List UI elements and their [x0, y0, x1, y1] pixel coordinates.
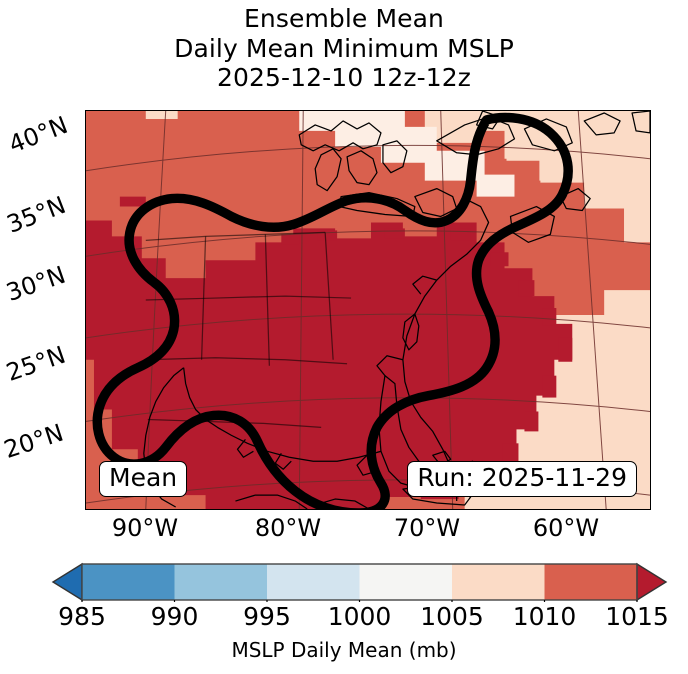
- title-line-2: Daily Mean Minimum MSLP: [174, 33, 514, 63]
- cb-band-1005-1010: [452, 564, 545, 600]
- cb-band-above-1015: [636, 562, 668, 602]
- cb-band-985-990: [82, 564, 175, 600]
- cb-tick-995: 995: [243, 602, 291, 631]
- map-panel[interactable]: Mean Run: 2025-11-29: [85, 110, 651, 510]
- lat-tick-35n: 35°N: [3, 190, 70, 239]
- colorbar-swatches: [51, 562, 668, 602]
- field-band-1005-1010-greatlakes: [299, 111, 515, 197]
- cb-tick-1015: 1015: [605, 602, 669, 631]
- lon-tick-70w: 70°W: [393, 514, 461, 542]
- lat-tick-25n: 25°N: [2, 340, 70, 387]
- lat-tick-40n: 40°N: [5, 110, 72, 159]
- lon-tick-90w: 90°W: [111, 514, 179, 542]
- graticule: [86, 111, 650, 509]
- colorbar[interactable]: 985 990 995 1000 1005 1010 1015 MSLP Dai…: [0, 560, 688, 674]
- cb-band-990-995: [174, 564, 267, 600]
- mean-label-box: Mean: [99, 461, 188, 497]
- cb-tick-990: 990: [150, 602, 199, 631]
- colorbar-axis-label: MSLP Daily Mean (mb): [231, 638, 457, 662]
- figure-title: Ensemble Mean Daily Mean Minimum MSLP 20…: [0, 4, 688, 93]
- cb-ticks: [81, 600, 638, 602]
- cb-band-below-985: [51, 562, 83, 602]
- mslp-contour-map: [86, 111, 650, 509]
- lon-tick-60w: 60°W: [532, 514, 600, 542]
- cb-tick-1005: 1005: [420, 602, 484, 631]
- cb-band-995-1000: [267, 564, 360, 600]
- cb-tick-985: 985: [58, 602, 106, 631]
- run-date-label-box: Run: 2025-11-29: [407, 461, 637, 497]
- lat-tick-30n: 30°N: [2, 260, 70, 307]
- cb-tick-1000: 1000: [327, 602, 392, 631]
- title-line-1: Ensemble Mean: [244, 4, 444, 33]
- cb-band-1000-1005: [359, 564, 452, 600]
- cb-band-1010-1015: [544, 564, 637, 600]
- field-band-1005-1010-northeast: [426, 111, 650, 243]
- thick-contour-1015: [92, 112, 573, 509]
- cb-tick-1010: 1010: [512, 602, 577, 631]
- title-line-3: 2025-12-10 12z-12z: [217, 63, 471, 92]
- lat-tick-20n: 20°N: [0, 418, 67, 465]
- lon-tick-80w: 80°W: [254, 514, 322, 542]
